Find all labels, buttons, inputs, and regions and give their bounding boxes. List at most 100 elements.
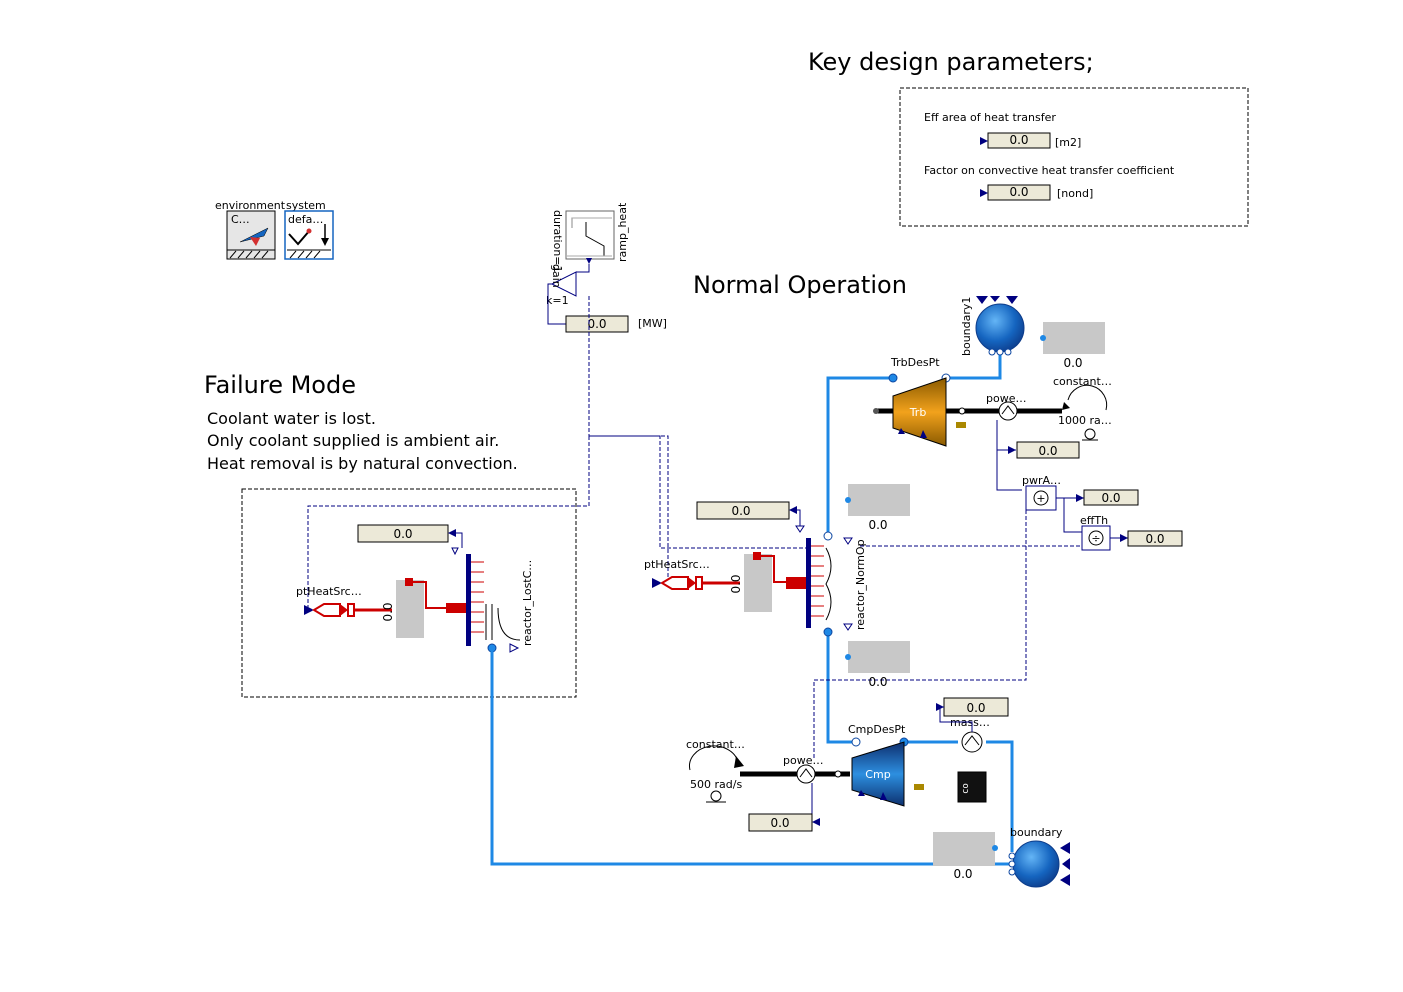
area-value: 0.0 bbox=[1009, 133, 1028, 147]
reactor-lost-wall bbox=[466, 554, 471, 646]
compressor-label: Cmp bbox=[865, 768, 890, 781]
effTh-display bbox=[1127, 530, 1183, 547]
params-frame bbox=[899, 87, 1249, 227]
pwrA-label: pwrA… bbox=[1022, 474, 1061, 487]
boundary-display bbox=[933, 832, 995, 866]
effTh-value: 0.0 bbox=[1145, 532, 1164, 546]
trb-despt-label: TrbDesPt bbox=[890, 356, 940, 369]
power-sensor-bot[interactable] bbox=[796, 764, 816, 784]
failure-frame bbox=[241, 488, 577, 698]
gain-param: k=1 bbox=[546, 294, 569, 307]
reactor-norm-in-value: 0.0 bbox=[731, 504, 750, 518]
reactor-norm-top-value: 0.0 bbox=[868, 518, 887, 532]
reactor-norm-outlet-port[interactable] bbox=[823, 531, 833, 541]
reactor-norm-inlet-port[interactable] bbox=[823, 627, 833, 637]
reactor-lost-value: 0.0 bbox=[393, 527, 412, 541]
power-sensor-top[interactable] bbox=[998, 401, 1018, 421]
system-icon-text: defa… bbox=[288, 213, 323, 226]
reactor-norm-label: reactor_NormOp bbox=[854, 539, 867, 630]
factor-value: 0.0 bbox=[1009, 185, 1028, 199]
factor-unit: [nond] bbox=[1057, 187, 1093, 200]
boundary1-display bbox=[1043, 322, 1105, 354]
reactor-lost-input bbox=[357, 524, 449, 543]
pt-heat-src-2[interactable] bbox=[652, 576, 740, 590]
cmp-despt-label: CmpDesPt bbox=[848, 723, 906, 736]
boundary-label: boundary bbox=[1010, 826, 1063, 839]
checkmark-icon bbox=[288, 229, 311, 246]
reactor-norm-wall bbox=[806, 538, 811, 628]
area-label: Eff area of heat transfer bbox=[924, 111, 1056, 124]
compressor-inlet-port[interactable] bbox=[851, 737, 861, 747]
heat-norm-display bbox=[744, 554, 772, 612]
boundary1-source[interactable] bbox=[975, 296, 1025, 356]
factor-input[interactable] bbox=[987, 184, 1051, 201]
compressor-power-display bbox=[748, 813, 813, 832]
failure-flow-line bbox=[490, 648, 1012, 866]
turbine-exit-line bbox=[946, 352, 1002, 380]
reactor-norm-input bbox=[696, 501, 790, 520]
boundary1-label: boundary1 bbox=[960, 297, 973, 356]
heat-lost-display bbox=[396, 580, 424, 638]
cold-leg-line bbox=[826, 632, 856, 744]
compressor-power-value: 0.0 bbox=[770, 816, 789, 830]
pt-heat-src-1-label: ptHeatSrc… bbox=[296, 585, 362, 598]
ramp-heat-label: ramp_heat bbox=[616, 202, 629, 262]
heat-mw-value: 0.0 bbox=[587, 317, 606, 331]
turbine[interactable]: Trb bbox=[892, 377, 947, 447]
system-block[interactable]: defa… bbox=[284, 210, 334, 260]
turbine-power-display bbox=[1016, 441, 1080, 459]
heat-mw-unit: [MW] bbox=[638, 317, 667, 330]
pwrA-value: 0.0 bbox=[1101, 491, 1120, 505]
heat-lost-value: 0.0 bbox=[381, 602, 395, 621]
ramp-heat-block[interactable] bbox=[565, 210, 615, 260]
turbine-label: Trb bbox=[909, 406, 927, 419]
svg-text:÷: ÷ bbox=[1091, 532, 1100, 545]
environment-block[interactable]: C… bbox=[226, 210, 276, 260]
reactor-norm-bot-value: 0.0 bbox=[868, 675, 887, 689]
constant-top-label: constant… bbox=[1053, 375, 1112, 388]
boundary1-value: 0.0 bbox=[1063, 356, 1082, 370]
reactor-norm-top-display bbox=[848, 484, 910, 516]
mass-flow-value: 0.0 bbox=[966, 701, 985, 715]
heat-mw-display bbox=[565, 315, 629, 333]
environment-icon-text: C… bbox=[231, 213, 250, 226]
gain-block[interactable] bbox=[550, 271, 577, 297]
pt-heat-src-1[interactable] bbox=[304, 603, 392, 617]
reactor-lost-label: reactor_LostC… bbox=[521, 560, 534, 646]
normal-operation-title: Normal Operation bbox=[693, 271, 907, 299]
gravity-arrow-icon bbox=[321, 238, 329, 246]
key-params-title: Key design parameters; bbox=[808, 48, 1094, 76]
constant-bot-label: constant… bbox=[686, 738, 745, 751]
power-sensor-top-label: powe… bbox=[986, 392, 1026, 405]
hot-leg-line bbox=[826, 376, 893, 532]
factor-label: Factor on convective heat transfer coeff… bbox=[924, 164, 1175, 177]
power-sensor-bot-label: powe… bbox=[783, 754, 823, 767]
data-logger-block[interactable]: co bbox=[957, 771, 987, 803]
failure-mode-title: Failure Mode bbox=[204, 371, 356, 399]
area-unit: [m2] bbox=[1055, 136, 1081, 149]
pwrA-block[interactable]: + bbox=[1025, 485, 1057, 511]
constant-top-param: 1000 ra… bbox=[1058, 414, 1112, 427]
ramp-duration-label: duration=1 bbox=[551, 210, 564, 273]
constant-bot-param: 500 rad/s bbox=[690, 778, 742, 791]
effTh-block[interactable]: ÷ bbox=[1081, 525, 1111, 551]
boundary-sink[interactable] bbox=[1008, 840, 1070, 888]
environment-label: environment bbox=[215, 199, 286, 212]
pwrA-display bbox=[1083, 489, 1139, 506]
compressor-exit-line bbox=[986, 740, 1014, 852]
compressor[interactable]: Cmp bbox=[851, 741, 905, 807]
effTh-label: effTh bbox=[1080, 514, 1108, 527]
mass-flow-sensor[interactable] bbox=[961, 731, 983, 753]
turbine-power-value: 0.0 bbox=[1038, 444, 1057, 458]
system-label: system bbox=[286, 199, 326, 212]
failure-note-3: Heat removal is by natural convection. bbox=[207, 454, 518, 473]
pt-heat-src-2-label: ptHeatSrc… bbox=[644, 558, 710, 571]
failure-note-2: Only coolant supplied is ambient air. bbox=[207, 431, 499, 450]
svg-text:co: co bbox=[961, 783, 971, 794]
turbine-inlet-port[interactable] bbox=[888, 373, 898, 383]
failure-note-1: Coolant water is lost. bbox=[207, 409, 376, 428]
reactor-norm-bot-display bbox=[848, 641, 910, 673]
svg-text:+: + bbox=[1036, 492, 1045, 505]
area-input[interactable] bbox=[987, 132, 1051, 149]
